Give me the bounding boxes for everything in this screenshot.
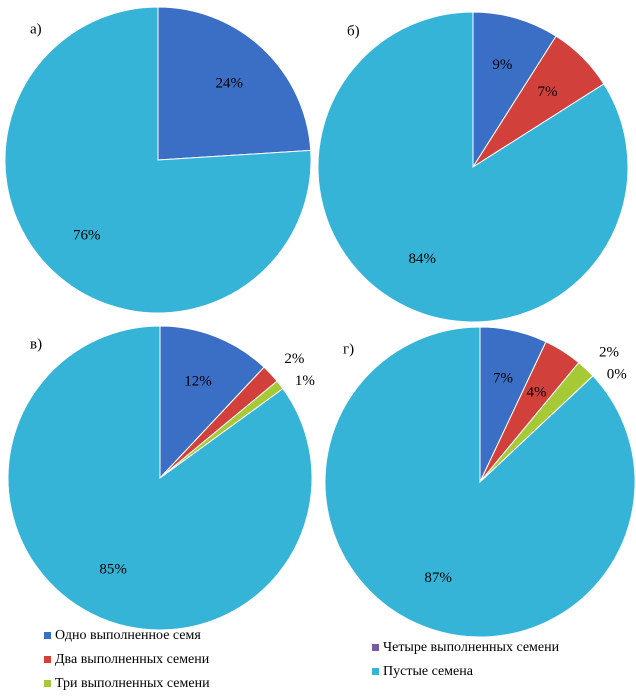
data-label: 24%: [215, 76, 243, 92]
data-label: 7%: [493, 371, 513, 387]
legend-label: Пустые семена: [383, 664, 474, 679]
legend-swatch: [44, 632, 51, 639]
legend-label: Четыре выполненных семени: [383, 640, 560, 655]
pie-slice: [7, 325, 313, 631]
pie-slice: [317, 11, 629, 323]
data-label: 84%: [408, 251, 436, 267]
data-label: 87%: [424, 570, 452, 586]
pie-slice: [159, 325, 265, 480]
legend-swatch: [44, 680, 51, 687]
pie-slice: [472, 11, 557, 169]
pie-slice: [324, 326, 636, 638]
legend-swatch: [372, 644, 379, 651]
data-label: 0%: [607, 367, 627, 383]
data-label: 2%: [599, 345, 619, 361]
data-label: 2%: [284, 351, 304, 367]
chart-title: в): [30, 336, 42, 352]
legend-label: Два выполненных семени: [55, 652, 210, 667]
chart-title: г): [343, 341, 354, 357]
chart-title: а): [30, 21, 42, 37]
legend-label: Одно выполненное семя: [55, 628, 201, 643]
data-label: 7%: [538, 84, 558, 100]
legend-swatch: [372, 668, 379, 675]
data-label: 85%: [99, 562, 127, 578]
data-label: 1%: [295, 373, 315, 389]
data-label: 76%: [73, 227, 101, 243]
legend-swatch: [44, 656, 51, 663]
data-label: 4%: [526, 384, 546, 400]
data-label: 12%: [184, 373, 212, 389]
data-label: 9%: [492, 57, 512, 73]
legend-label: Три выполненных семени: [55, 676, 210, 691]
pie-slice: [157, 6, 312, 161]
pie-slice: [4, 6, 312, 314]
chart-title: б): [347, 23, 360, 39]
